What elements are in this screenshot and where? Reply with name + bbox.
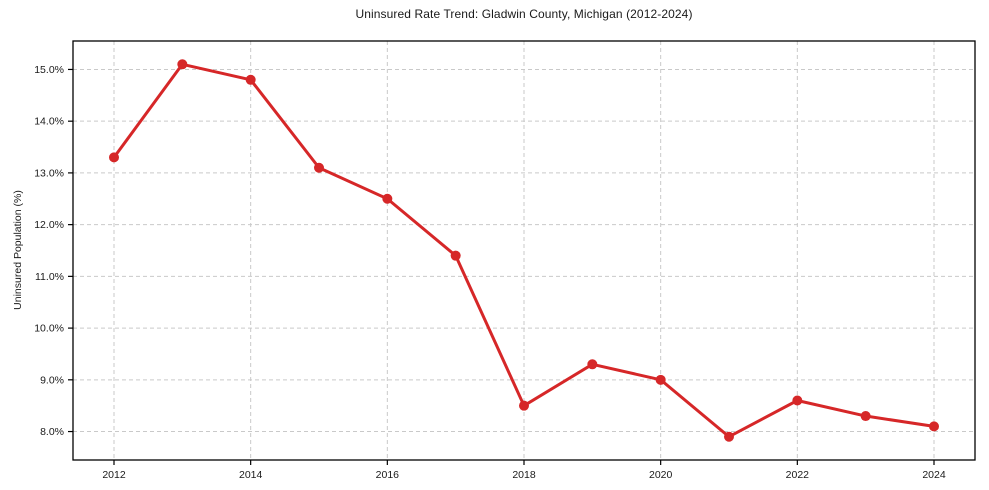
data-point-2016 bbox=[382, 193, 393, 204]
y-tick-label: 15.0% bbox=[34, 64, 64, 76]
data-point-2017 bbox=[450, 250, 461, 261]
data-point-2013 bbox=[177, 59, 188, 70]
x-tick-label: 2012 bbox=[102, 469, 126, 481]
chart-title: Uninsured Rate Trend: Gladwin County, Mi… bbox=[355, 7, 693, 21]
x-tick-label: 2020 bbox=[649, 469, 673, 481]
y-tick-label: 10.0% bbox=[34, 323, 64, 335]
y-tick-label: 13.0% bbox=[34, 167, 64, 179]
x-tick-label: 2014 bbox=[239, 469, 263, 481]
data-point-2015 bbox=[314, 162, 324, 173]
data-point-2021 bbox=[724, 431, 734, 442]
x-tick-label: 2022 bbox=[786, 469, 810, 481]
x-tick-label: 2024 bbox=[922, 469, 946, 481]
data-point-2024 bbox=[929, 421, 939, 432]
y-tick-label: 9.0% bbox=[40, 374, 64, 386]
x-tick-label: 2016 bbox=[376, 469, 400, 481]
data-point-2014 bbox=[245, 74, 256, 85]
data-point-2018 bbox=[519, 400, 529, 411]
data-point-2019 bbox=[587, 359, 598, 370]
y-tick-label: 14.0% bbox=[34, 116, 64, 128]
y-tick-label: 12.0% bbox=[34, 219, 64, 231]
x-tick-label: 2018 bbox=[512, 469, 536, 481]
y-tick-label: 11.0% bbox=[35, 271, 64, 283]
data-point-2020 bbox=[655, 374, 666, 385]
data-point-2022 bbox=[792, 395, 803, 406]
y-tick-label: 8.0% bbox=[40, 426, 64, 438]
plot-border bbox=[72, 40, 976, 461]
data-point-2023 bbox=[860, 411, 871, 422]
data-point-2012 bbox=[109, 152, 119, 163]
